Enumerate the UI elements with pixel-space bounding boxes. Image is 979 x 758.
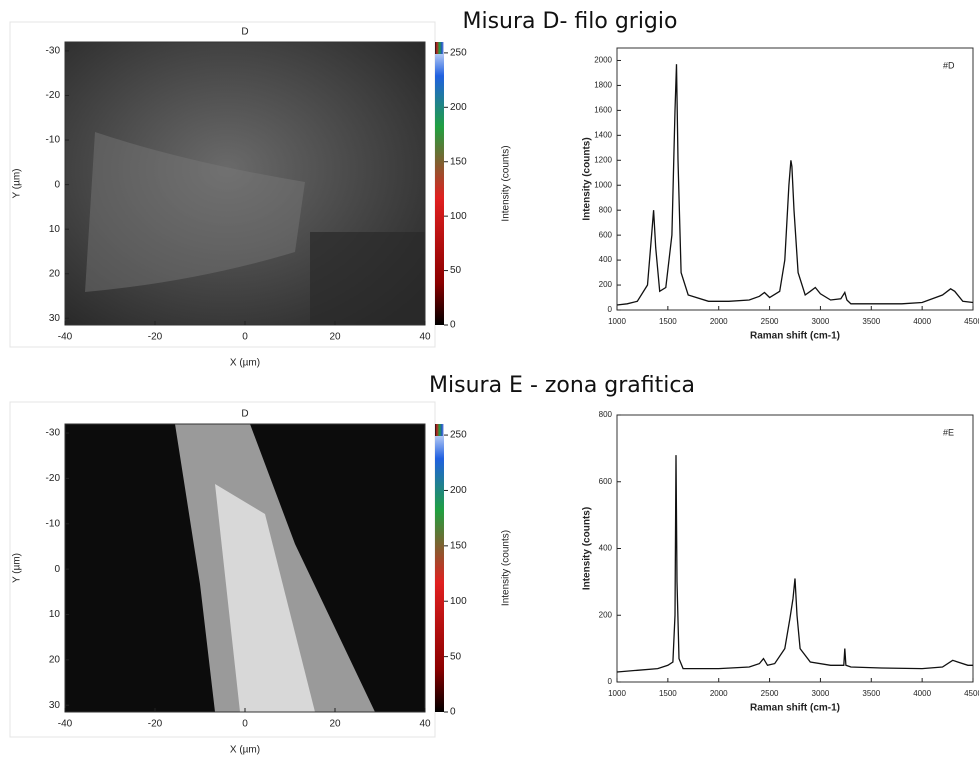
y-tick-label: -30 (46, 428, 61, 439)
y-tick-label: 600 (599, 477, 613, 486)
y-tick-label: 800 (599, 410, 613, 419)
y-tick-label: 2000 (594, 56, 612, 65)
y-tick-label: -10 (46, 518, 61, 529)
y-tick-label: 20 (49, 654, 61, 665)
heading: Misura D- filo grigio (463, 9, 678, 34)
y-tick-label: 600 (599, 230, 613, 239)
colorbar-top (435, 424, 444, 436)
y-tick-label: 10 (49, 609, 61, 620)
y-axis-title: Intensity (counts) (582, 137, 593, 220)
y-tick-label: 10 (49, 224, 61, 235)
colorbar (435, 424, 444, 712)
spectrum-label: #D (943, 60, 955, 70)
x-tick-label: 3000 (812, 689, 830, 698)
spectrum-label: #E (943, 427, 954, 437)
y-tick-label: -20 (46, 473, 61, 484)
y-axis-title: Intensity (counts) (582, 507, 593, 590)
x-tick-label: -40 (58, 332, 73, 343)
x-tick-label: 0 (242, 332, 248, 343)
x-tick-label: -20 (148, 719, 163, 730)
x-tick-label: 2000 (710, 689, 728, 698)
map-texture (85, 132, 305, 292)
colorbar-tick-label: 0 (450, 320, 456, 331)
x-tick-label: 20 (329, 332, 341, 343)
y-tick-label: 1600 (594, 105, 612, 114)
y-tick-label: 400 (599, 255, 613, 264)
colorbar-tick-label: 50 (450, 265, 462, 276)
colorbar-tick-label: 150 (450, 156, 467, 167)
y-tick-label: 1400 (594, 130, 612, 139)
colorbar-tick-label: 200 (450, 102, 467, 113)
y-axis-title: Y (µm) (12, 168, 23, 198)
colorbar-top (435, 42, 444, 54)
y-tick-label: 30 (49, 313, 61, 324)
plot-frame (616, 414, 974, 683)
heading: Misura E - zona grafitica (429, 373, 695, 398)
colorbar-tick-label: 100 (450, 596, 467, 607)
map-title: D (241, 409, 248, 420)
y-tick-label: -30 (46, 46, 61, 57)
x-tick-label: 1000 (608, 689, 626, 698)
y-tick-label: -20 (46, 90, 61, 101)
y-tick-label: 0 (54, 564, 60, 575)
y-tick-label: 0 (608, 677, 613, 686)
y-tick-label: 30 (49, 700, 61, 711)
map-title: D (241, 27, 248, 38)
y-tick-label: 200 (599, 610, 613, 619)
colorbar-tick-label: 250 (450, 48, 467, 59)
x-axis-title: Raman shift (cm-1) (750, 703, 840, 714)
x-tick-label: 20 (329, 719, 341, 730)
x-axis-title: X (µm) (230, 745, 260, 756)
y-tick-label: 0 (54, 179, 60, 190)
colorbar-tick-label: 0 (450, 707, 456, 718)
x-tick-label: 3000 (812, 317, 830, 326)
x-tick-label: 2000 (710, 317, 728, 326)
spectrum-line (616, 455, 973, 673)
colorbar-title: Intensity (counts) (501, 530, 512, 606)
x-tick-label: -20 (148, 332, 163, 343)
map-texture (215, 484, 315, 712)
y-axis-title: Y (µm) (12, 553, 23, 583)
x-tick-label: 40 (419, 332, 431, 343)
colorbar-title: Intensity (counts) (501, 145, 512, 221)
x-tick-label: 1500 (659, 689, 677, 698)
colorbar-tick-label: 200 (450, 485, 467, 496)
x-tick-label: 40 (419, 719, 431, 730)
x-tick-label: -40 (58, 719, 73, 730)
x-tick-label: 3500 (862, 317, 880, 326)
colorbar-tick-label: 50 (450, 651, 462, 662)
y-tick-label: 1800 (594, 81, 612, 90)
y-tick-label: 20 (49, 268, 61, 279)
y-tick-label: 1200 (594, 155, 612, 164)
x-tick-label: 1000 (608, 317, 626, 326)
x-tick-label: 0 (242, 719, 248, 730)
x-tick-label: 1500 (659, 317, 677, 326)
y-tick-label: 0 (608, 305, 613, 314)
x-tick-label: 2500 (761, 689, 779, 698)
colorbar-tick-label: 250 (450, 430, 467, 441)
spectrum-line (616, 64, 974, 306)
colorbar (435, 42, 444, 325)
y-tick-label: -10 (46, 135, 61, 146)
colorbar-tick-label: 100 (450, 211, 467, 222)
x-axis-title: Raman shift (cm-1) (750, 331, 840, 342)
colorbar-tick-label: 150 (450, 540, 467, 551)
plot-frame (616, 47, 974, 311)
y-tick-label: 1000 (594, 180, 612, 189)
x-tick-label: 3500 (862, 689, 880, 698)
x-tick-label: 4000 (913, 317, 931, 326)
y-tick-label: 400 (599, 544, 613, 553)
y-tick-label: 200 (599, 280, 613, 289)
x-tick-label: 4000 (913, 689, 931, 698)
x-axis-title: X (µm) (230, 358, 260, 369)
x-tick-label: 2500 (761, 317, 779, 326)
map-shadow (310, 232, 425, 325)
y-tick-label: 800 (599, 205, 613, 214)
